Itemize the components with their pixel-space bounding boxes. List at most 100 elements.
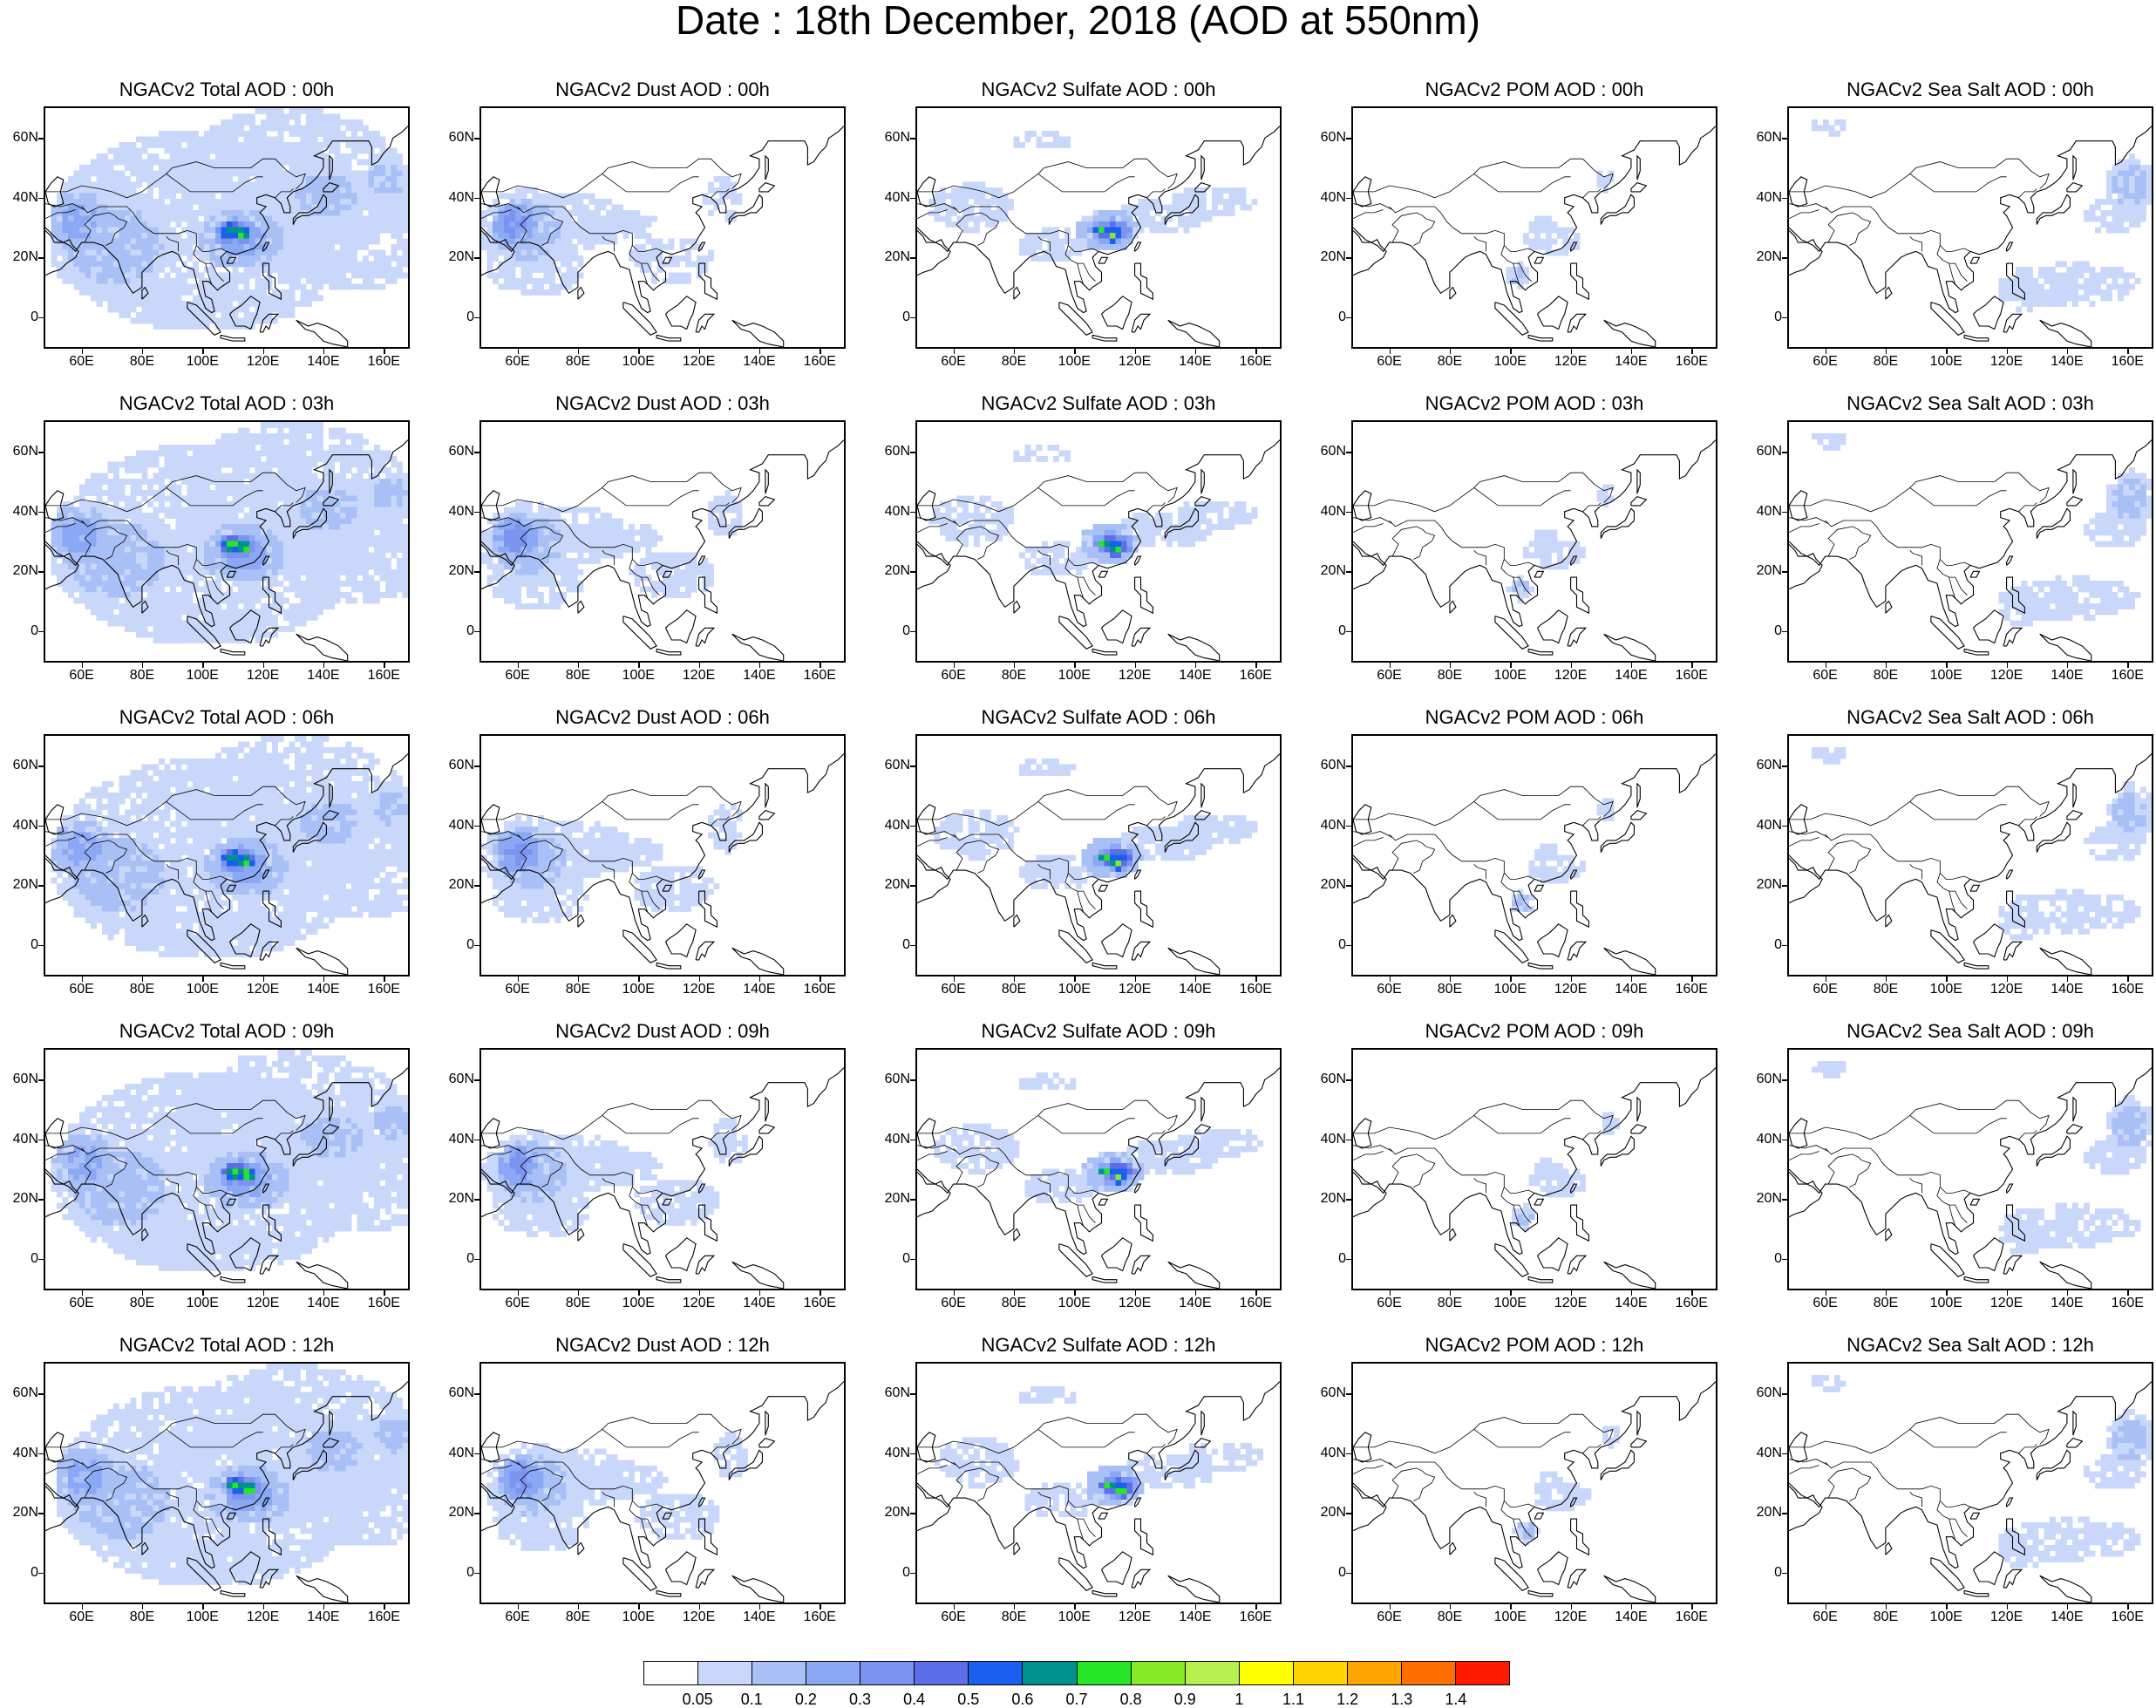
aod-cell: [1223, 199, 1229, 205]
aod-cell: [357, 137, 364, 143]
aod-cell: [1155, 228, 1161, 234]
aod-cell: [351, 587, 357, 593]
aod-cell: [1030, 239, 1037, 245]
aod-cell: [159, 626, 165, 632]
aod-cell: [301, 216, 307, 222]
aod-cell: [1144, 210, 1150, 216]
aod-cell: [193, 621, 199, 627]
aod-cell: [567, 199, 573, 205]
aod-cell: [2140, 205, 2146, 211]
aod-cell: [159, 194, 165, 200]
aod-cell: [340, 535, 346, 541]
aod-cell: [244, 119, 250, 126]
aod-cell: [2129, 176, 2135, 182]
aod-cell: [108, 535, 114, 541]
aod-cell: [391, 148, 398, 154]
aod-cell: [351, 575, 357, 582]
aod-cell: [187, 318, 194, 324]
aod-cell: [272, 462, 278, 468]
aod-cell: [238, 439, 244, 446]
aod-cell: [153, 312, 160, 318]
aod-cell: [1076, 239, 1082, 245]
aod-cell: [283, 609, 289, 616]
aod-cell: [147, 176, 153, 182]
aod-cell: [85, 558, 92, 564]
aod-cell: [193, 199, 199, 205]
aod-cell: [249, 137, 255, 143]
aod-cell: [374, 284, 380, 290]
aod-cell: [204, 637, 210, 643]
aod-cell: [165, 462, 171, 468]
aod-cell: [131, 501, 137, 507]
aod-cell: [233, 239, 239, 245]
aod-cell: [335, 199, 341, 205]
aod-cell: [493, 273, 499, 279]
aod-cell: [329, 148, 335, 154]
aod-cell: [249, 289, 255, 296]
aod-cell: [351, 553, 357, 559]
aod-cell: [544, 194, 550, 200]
aod-cell: [369, 592, 375, 598]
aod-cell: [289, 233, 296, 239]
aod-cell: [136, 513, 142, 519]
aod-cell: [199, 244, 205, 250]
aod-cell: [176, 501, 182, 507]
aod-cell: [272, 621, 278, 627]
aod-cell: [125, 553, 131, 559]
aod-cell: [1223, 210, 1229, 216]
aod-cell: [74, 194, 80, 200]
aod-cell: [97, 615, 103, 621]
aod-cell: [374, 456, 380, 462]
aod-cell: [119, 148, 126, 154]
aod-cell: [119, 142, 126, 148]
aod-cell: [2084, 296, 2090, 302]
aod-cell: [329, 547, 335, 553]
aod-cell: [233, 558, 239, 564]
aod-cell: [210, 187, 216, 194]
aod-cell: [391, 524, 398, 530]
aod-cell: [2022, 273, 2028, 279]
aod-cell: [272, 205, 278, 211]
aod-cell: [351, 131, 357, 137]
aod-cell: [385, 485, 391, 491]
aod-cell: [244, 615, 250, 621]
aod-cell: [74, 233, 80, 239]
aod-cell: [131, 553, 137, 559]
aod-cell: [312, 108, 318, 114]
aod-cell: [210, 221, 216, 228]
aod-cell: [283, 301, 289, 307]
aod-cell: [233, 445, 239, 451]
aod-cell: [267, 569, 273, 575]
coastline: [2007, 242, 2013, 251]
aod-cell: [363, 221, 369, 228]
aod-cell: [57, 250, 63, 256]
aod-cell: [221, 323, 228, 330]
aod-cell: [295, 615, 301, 621]
aod-cell: [165, 210, 171, 216]
aod-cell: [374, 131, 380, 137]
aod-cell: [351, 445, 357, 451]
aod-cell: [233, 462, 239, 468]
lon-tick-label: 60E: [496, 354, 540, 370]
aod-cell: [136, 592, 142, 598]
aod-cell: [374, 462, 380, 468]
aod-cell: [385, 524, 391, 530]
aod-cell: [199, 142, 205, 148]
aod-cell: [142, 244, 148, 250]
aod-cell: [142, 312, 148, 318]
aod-cell: [142, 621, 148, 627]
aod-cell: [249, 233, 255, 239]
aod-cell: [306, 558, 312, 564]
aod-cell: [2124, 289, 2130, 296]
aod-cell: [351, 228, 357, 234]
aod-cell: [233, 439, 239, 446]
aod-cell: [97, 535, 103, 541]
coastline: [1528, 335, 1553, 341]
aod-cell: [57, 244, 63, 250]
aod-cell: [215, 210, 221, 216]
aod-cell: [267, 182, 273, 188]
aod-cell: [335, 210, 341, 216]
aod-cell: [244, 142, 250, 148]
aod-cell: [363, 501, 369, 507]
aod-cell: [85, 507, 92, 514]
